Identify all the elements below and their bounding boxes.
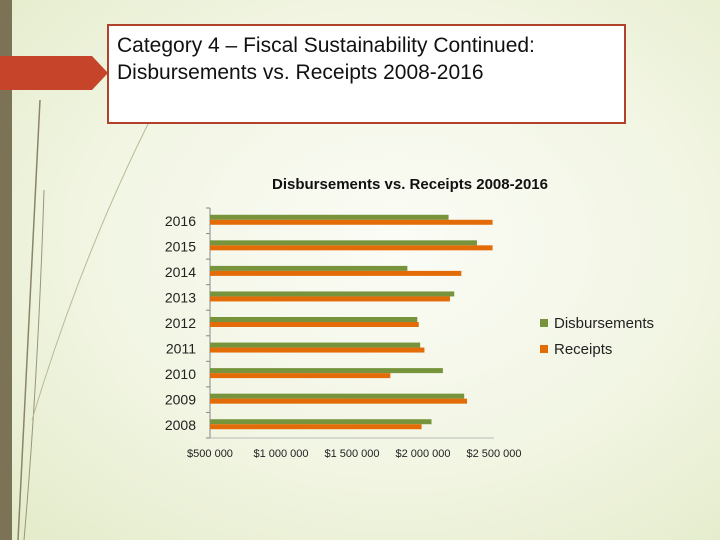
bar-disbursements-2009 (210, 393, 465, 399)
bar-disbursements-2012 (210, 317, 418, 322)
legend-swatch-disbursements (540, 319, 548, 327)
y-tick-label: 2011 (166, 341, 196, 357)
x-tick-label: $1 500 000 (324, 448, 379, 460)
legend-label-disbursements: Disbursements (554, 314, 655, 332)
bar-receipts-2014 (210, 270, 462, 276)
bar-disbursements-2013 (210, 291, 455, 297)
x-tick-label: $2 500 000 (466, 448, 521, 460)
x-tick-label: $500 000 (187, 448, 233, 460)
x-tick-label: $2 000 000 (395, 448, 450, 460)
title-accent-arrow (0, 56, 108, 90)
y-tick-label: 2014 (165, 264, 196, 280)
x-tick-label: $1 000 000 (253, 448, 308, 460)
y-tick-label: 2016 (165, 213, 196, 229)
y-tick-label: 2012 (165, 315, 196, 331)
bar-receipts-2016 (210, 219, 493, 225)
slide-title-line1: Category 4 – Fiscal Sustainability Conti… (117, 34, 535, 57)
bar-receipts-2013 (210, 296, 450, 302)
chart-title: Disbursements vs. Receipts 2008-2016 (272, 176, 548, 193)
legend-item-disbursements: Disbursements (540, 310, 654, 336)
y-tick-label: 2015 (165, 238, 196, 254)
slide-title-line2: Disbursements vs. Receipts 2008-2016 (117, 61, 484, 84)
bar-disbursements-2011 (210, 342, 421, 348)
bar-disbursements-2010 (210, 368, 443, 374)
bar-disbursements-2014 (210, 265, 408, 271)
legend-item-receipts: Receipts (540, 336, 654, 362)
bar-disbursements-2008 (210, 419, 432, 425)
legend-label-receipts: Receipts (554, 340, 613, 358)
left-accent-bar (0, 0, 12, 540)
bar-receipts-2010 (210, 373, 391, 379)
legend-swatch-receipts (540, 345, 548, 353)
bar-receipts-2008 (210, 424, 422, 430)
bar-disbursements-2015 (210, 240, 477, 246)
y-tick-label: 2008 (165, 417, 196, 433)
bar-disbursements-2016 (210, 214, 449, 220)
bar-receipts-2012 (210, 322, 419, 327)
bar-receipts-2011 (210, 347, 425, 353)
slide-title: Category 4 – Fiscal Sustainability Conti… (107, 24, 626, 124)
y-tick-label: 2010 (165, 366, 196, 382)
bar-receipts-2009 (210, 398, 468, 404)
y-tick-label: 2009 (165, 392, 196, 408)
bar-receipts-2015 (210, 245, 493, 251)
y-tick-label: 2013 (165, 289, 196, 305)
chart-legend: Disbursements Receipts (540, 310, 654, 362)
